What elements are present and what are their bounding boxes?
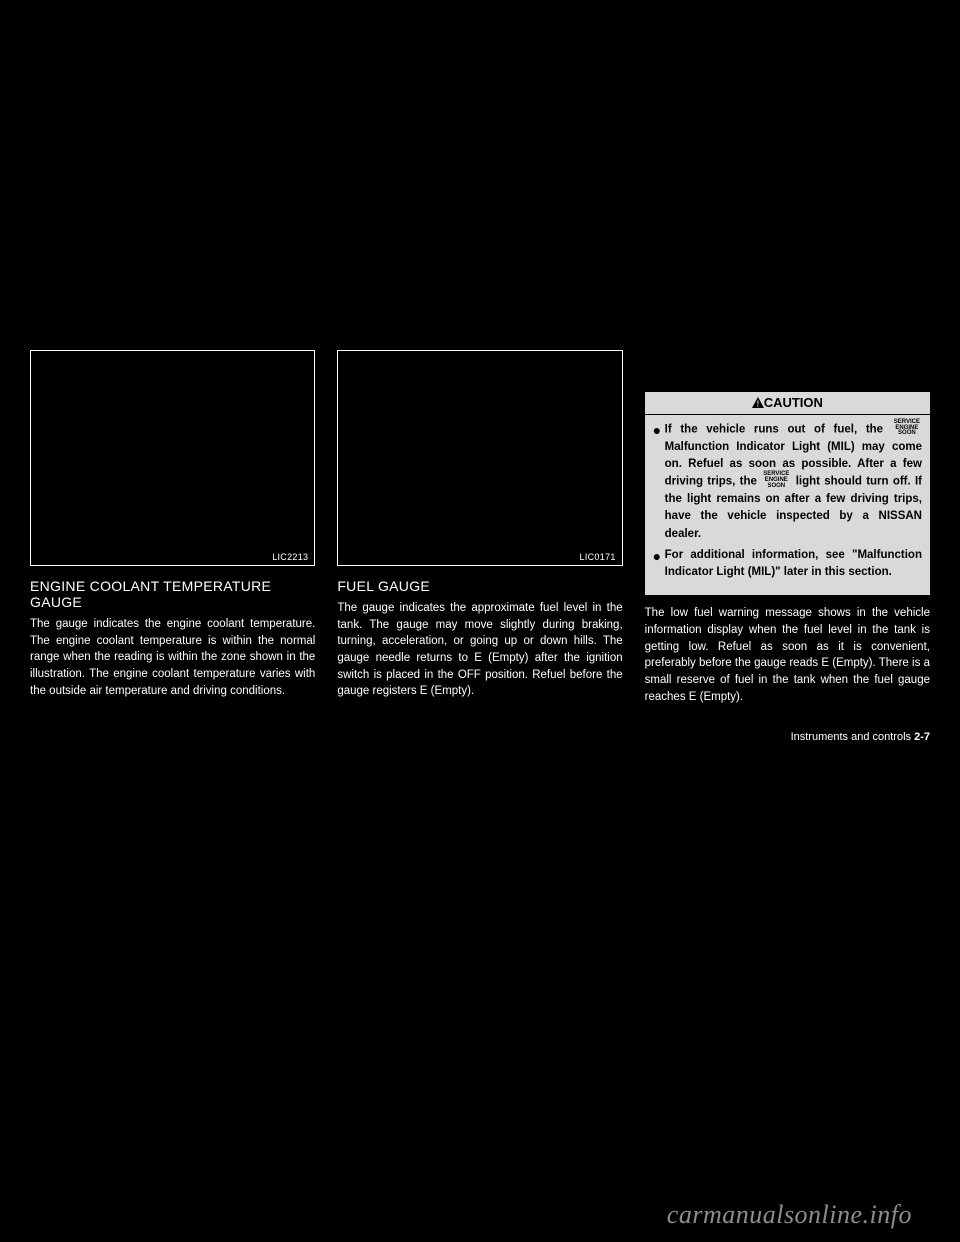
caution-item-1-text: If the vehicle runs out of fuel, the SER… <box>665 421 922 543</box>
body-fuel: The gauge indicates the approximate fuel… <box>337 600 622 700</box>
page-footer: Instruments and controls 2-7 <box>30 731 930 743</box>
column-left: LIC2213 ENGINE COOLANT TEMPERATURE GAUGE… <box>30 350 315 705</box>
caution-header: ! CAUTION <box>645 392 930 415</box>
warning-triangle-icon: ! <box>752 396 764 411</box>
svg-text:!: ! <box>756 400 759 409</box>
figure-id-left: LIC2213 <box>272 552 308 562</box>
column-middle: LIC0171 FUEL GAUGE The gauge indicates t… <box>337 350 622 705</box>
heading-fuel: FUEL GAUGE <box>337 578 622 594</box>
bullet-icon: ● <box>653 547 665 582</box>
caution-body: ● If the vehicle runs out of fuel, the S… <box>645 415 930 595</box>
heading-coolant: ENGINE COOLANT TEMPERATURE GAUGE <box>30 578 315 610</box>
caution-item-1: ● If the vehicle runs out of fuel, the S… <box>653 421 922 543</box>
watermark: carmanualsonline.info <box>667 1200 912 1230</box>
service-engine-soon-icon: SERVICEENGINESOON <box>894 420 920 437</box>
footer-page: 2-7 <box>914 731 930 743</box>
column-right: ! CAUTION ● If the vehicle runs out of f… <box>645 350 930 705</box>
body-coolant: The gauge indicates the engine coolant t… <box>30 616 315 699</box>
caution-header-text: CAUTION <box>764 395 823 410</box>
service-engine-soon-icon: SERVICEENGINESOON <box>763 472 789 489</box>
figure-coolant-gauge: LIC2213 <box>30 350 315 566</box>
footer-section: Instruments and controls <box>791 731 911 743</box>
caution-item-2-text: For additional information, see "Malfunc… <box>665 547 922 582</box>
figure-fuel-gauge: LIC0171 <box>337 350 622 566</box>
bullet-icon: ● <box>653 421 665 543</box>
figure-id-middle: LIC0171 <box>580 552 616 562</box>
caution-item-2: ● For additional information, see "Malfu… <box>653 547 922 582</box>
body-fuel-continued: The low fuel warning message shows in th… <box>645 605 930 705</box>
caution-box: ! CAUTION ● If the vehicle runs out of f… <box>645 392 930 595</box>
